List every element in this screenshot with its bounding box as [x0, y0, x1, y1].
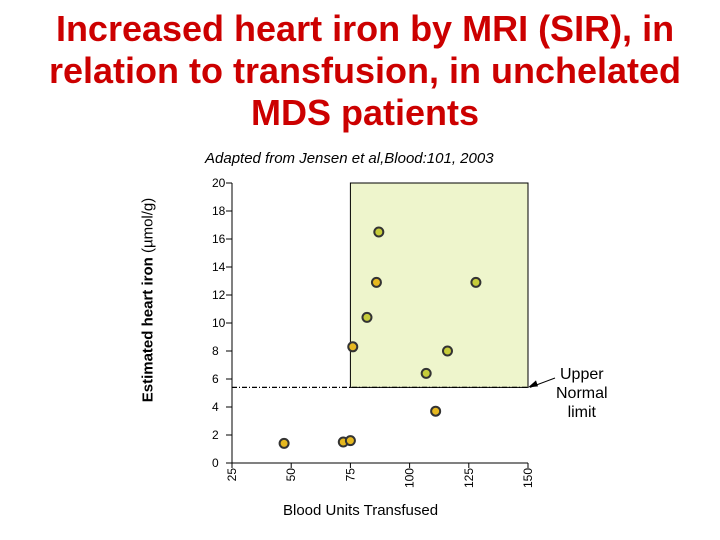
data-point — [470, 276, 482, 288]
y-tick-label: 18 — [212, 204, 226, 218]
y-tick-label: 20 — [212, 176, 226, 190]
x-tick-label: 25 — [225, 468, 239, 482]
title-line-3: MDS patients — [250, 92, 480, 133]
y-tick-label: 10 — [212, 316, 226, 330]
x-tick-label: 125 — [462, 468, 476, 488]
upper-normal-limit-label: Upper Normal limit — [556, 365, 608, 422]
data-point — [373, 226, 385, 238]
y-tick-label: 6 — [212, 372, 219, 386]
limit-label-line-3: limit — [567, 404, 596, 421]
x-tick-label: 75 — [343, 468, 357, 482]
data-point — [347, 341, 359, 353]
data-point — [361, 311, 373, 323]
y-tick-label: 8 — [212, 344, 219, 358]
y-tick-label: 14 — [212, 260, 226, 274]
data-point — [344, 435, 356, 447]
chart-subtitle: Adapted from Jensen et al,Blood:101, 200… — [205, 150, 494, 167]
data-point — [441, 345, 453, 357]
x-tick-label: 150 — [521, 468, 535, 488]
data-point — [370, 276, 382, 288]
title-line-2: relation to transfusion, in unchelated — [48, 50, 682, 91]
title-line-1: Increased heart iron by MRI (SIR), in — [55, 8, 675, 49]
x-axis-label: Blood Units Transfused — [283, 502, 439, 519]
data-point — [278, 437, 290, 449]
limit-label-line-1: Upper — [559, 366, 604, 383]
y-tick-label: 16 — [212, 232, 226, 246]
chart-title: Increased heart iron by MRI (SIR), in re… — [20, 8, 710, 134]
limit-label-line-2: Normal — [556, 385, 608, 402]
x-tick-label: 50 — [284, 468, 298, 482]
y-tick-label: 2 — [212, 428, 219, 442]
limit-arrow-head — [528, 380, 538, 388]
data-point — [430, 405, 442, 417]
data-point — [420, 367, 432, 379]
y-tick-label: 0 — [212, 456, 219, 470]
x-tick-label: 100 — [403, 468, 417, 488]
y-tick-label: 12 — [212, 288, 226, 302]
y-tick-label: 4 — [212, 400, 219, 414]
